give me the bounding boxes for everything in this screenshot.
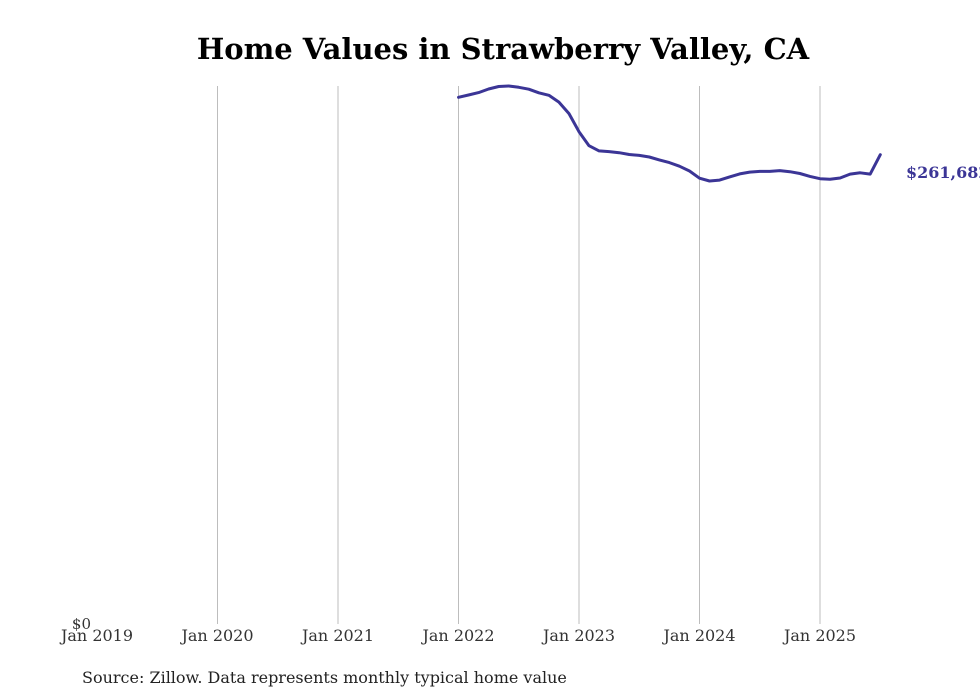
end-value-label: $261,682 xyxy=(906,163,980,182)
chart-title: Home Values in Strawberry Valley, CA xyxy=(197,32,810,66)
x-tick-label: Jan 2025 xyxy=(782,626,856,645)
x-tick-label: Jan 2022 xyxy=(420,626,494,645)
gridlines xyxy=(217,86,821,624)
x-tick-label: Jan 2021 xyxy=(300,626,374,645)
y-tick-label: $0 xyxy=(72,615,91,633)
series-layer xyxy=(457,84,882,183)
x-tick-label: Jan 2020 xyxy=(179,626,253,645)
x-tick-label: Jan 2023 xyxy=(541,626,615,645)
x-axis-ticks: Jan 2019 Jan 2020 Jan 2021 Jan 2022 Jan 2023… xyxy=(59,626,856,645)
source-note: Source: Zillow. Data represents monthly … xyxy=(82,668,567,687)
x-tick-label: Jan 2019 xyxy=(59,626,133,645)
x-tick-label: Jan 2024 xyxy=(661,626,735,645)
series-line-0 xyxy=(457,84,882,183)
y-axis-ticks: $0 xyxy=(72,615,91,633)
